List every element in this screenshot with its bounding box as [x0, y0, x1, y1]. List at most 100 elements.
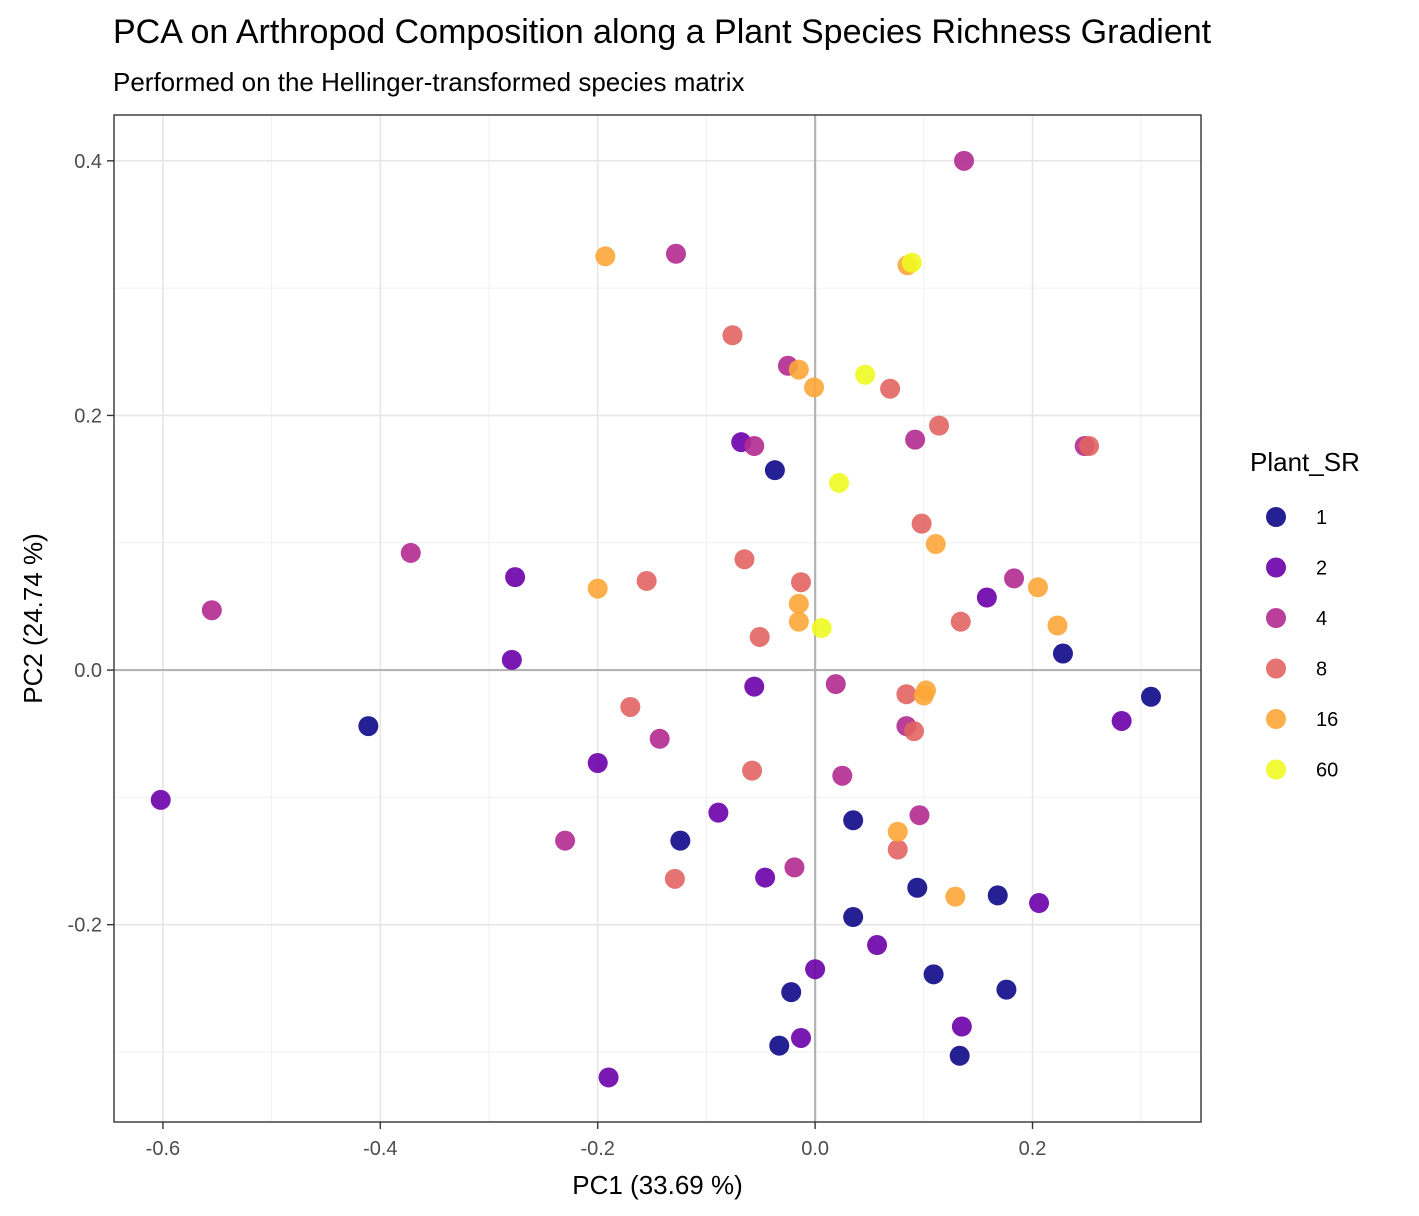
data-point-sr-2 — [708, 802, 729, 823]
data-point-sr-4 — [400, 542, 421, 563]
plot-panel-border — [113, 114, 1202, 1123]
data-point-sr-16 — [788, 611, 809, 632]
data-point-sr-8 — [734, 549, 755, 570]
data-point-sr-16 — [587, 578, 608, 599]
chart-title: PCA on Arthropod Composition along a Pla… — [113, 13, 1212, 51]
data-point-sr-8 — [742, 760, 763, 781]
data-point-sr-8 — [896, 684, 917, 705]
data-point-sr-16 — [788, 359, 809, 380]
data-point-sr-16 — [913, 685, 934, 706]
data-point-sr-1 — [670, 830, 691, 851]
data-point-sr-16 — [925, 534, 946, 555]
data-point-sr-4 — [1004, 568, 1025, 589]
legend-key-8 — [1266, 658, 1286, 679]
data-point-sr-16 — [788, 593, 809, 614]
data-point-sr-4 — [665, 243, 686, 264]
data-point-sr-4 — [832, 765, 853, 786]
legend-entries: 1 2 4 8 16 60 — [1266, 507, 1338, 782]
data-point-sr-2 — [976, 587, 997, 608]
chart-subtitle: Performed on the Hellinger-transformed s… — [113, 67, 744, 97]
data-point-sr-2 — [501, 649, 522, 670]
data-point-sr-2 — [951, 1016, 972, 1037]
data-point-sr-4 — [954, 150, 975, 171]
data-point-sr-8 — [722, 325, 743, 346]
data-point-sr-2 — [790, 1027, 811, 1048]
data-point-sr-8 — [749, 626, 770, 647]
data-point-sr-1 — [949, 1045, 970, 1066]
data-point-sr-4 — [825, 674, 846, 695]
data-point-sr-1 — [1052, 643, 1073, 664]
data-point-sr-16 — [945, 886, 966, 907]
legend-label-2: 2 — [1316, 558, 1327, 580]
data-point-sr-16 — [804, 377, 825, 398]
data-point-sr-60 — [901, 252, 922, 273]
legend-key-60 — [1266, 759, 1286, 780]
y-axis-title: PC2 (24.74 %) — [18, 533, 48, 704]
legend-key-1 — [1266, 507, 1286, 527]
data-point-sr-8 — [636, 570, 657, 591]
data-point-sr-1 — [1140, 686, 1161, 707]
y-tick-label: 0.2 — [74, 405, 102, 427]
legend-title: Plant_SR — [1250, 447, 1360, 477]
data-point-sr-16 — [595, 246, 616, 267]
legend-label-16: 16 — [1316, 709, 1338, 731]
data-point-sr-16 — [1047, 615, 1068, 636]
data-point-sr-2 — [744, 676, 765, 697]
data-points — [150, 150, 1161, 1088]
legend: Plant_SR 1 2 4 8 16 60 — [1250, 447, 1360, 782]
data-point-sr-1 — [843, 907, 864, 928]
data-point-sr-8 — [929, 415, 950, 436]
x-tick-label: 0.2 — [1019, 1138, 1047, 1160]
x-tick-label: 0.0 — [801, 1138, 829, 1160]
grid-lines — [114, 115, 1201, 1122]
y-axis-ticks: -0.2 0.0 0.2 0.4 — [68, 151, 114, 937]
data-point-sr-4 — [201, 600, 222, 621]
data-point-sr-2 — [867, 935, 888, 956]
data-point-sr-2 — [755, 867, 776, 888]
data-point-sr-2 — [1029, 893, 1050, 914]
legend-key-4 — [1266, 608, 1286, 628]
data-point-sr-8 — [887, 839, 908, 860]
data-point-sr-60 — [811, 618, 832, 639]
data-point-sr-2 — [150, 789, 171, 810]
data-point-sr-1 — [987, 885, 1008, 906]
data-point-sr-2 — [1111, 710, 1132, 731]
data-point-sr-60 — [829, 472, 850, 493]
data-point-sr-1 — [764, 460, 785, 481]
data-point-sr-2 — [505, 567, 526, 588]
data-point-sr-4 — [784, 857, 805, 878]
x-tick-label: -0.2 — [580, 1138, 614, 1160]
legend-label-60: 60 — [1316, 760, 1338, 782]
legend-key-2 — [1266, 557, 1286, 578]
y-tick-label: 0.0 — [74, 660, 102, 682]
data-point-sr-2 — [587, 752, 608, 773]
data-point-sr-4 — [909, 805, 930, 826]
reference-lines — [114, 115, 1201, 1122]
data-point-sr-1 — [843, 810, 864, 831]
data-point-sr-8 — [620, 696, 641, 717]
data-point-sr-4 — [744, 435, 765, 456]
x-tick-label: -0.4 — [363, 1138, 397, 1160]
data-point-sr-8 — [904, 721, 925, 742]
data-point-sr-2 — [805, 959, 826, 980]
legend-label-8: 8 — [1316, 659, 1327, 681]
y-tick-label: -0.2 — [68, 915, 102, 937]
data-point-sr-8 — [790, 572, 811, 593]
data-point-sr-1 — [923, 964, 944, 985]
legend-key-16 — [1266, 709, 1286, 729]
data-point-sr-4 — [649, 728, 670, 749]
data-point-sr-8 — [880, 378, 901, 399]
data-point-sr-1 — [907, 877, 928, 898]
x-tick-label: -0.6 — [146, 1138, 180, 1160]
data-point-sr-8 — [1079, 435, 1100, 456]
data-point-sr-8 — [950, 611, 971, 632]
x-axis-title: PC1 (33.69 %) — [572, 1170, 743, 1200]
data-point-sr-1 — [358, 716, 379, 737]
legend-label-4: 4 — [1316, 608, 1327, 630]
x-axis-ticks: -0.6 -0.4 -0.2 0.0 0.2 — [146, 1122, 1047, 1160]
data-point-sr-2 — [598, 1067, 619, 1088]
data-point-sr-1 — [781, 982, 802, 1003]
data-point-sr-60 — [855, 364, 876, 385]
